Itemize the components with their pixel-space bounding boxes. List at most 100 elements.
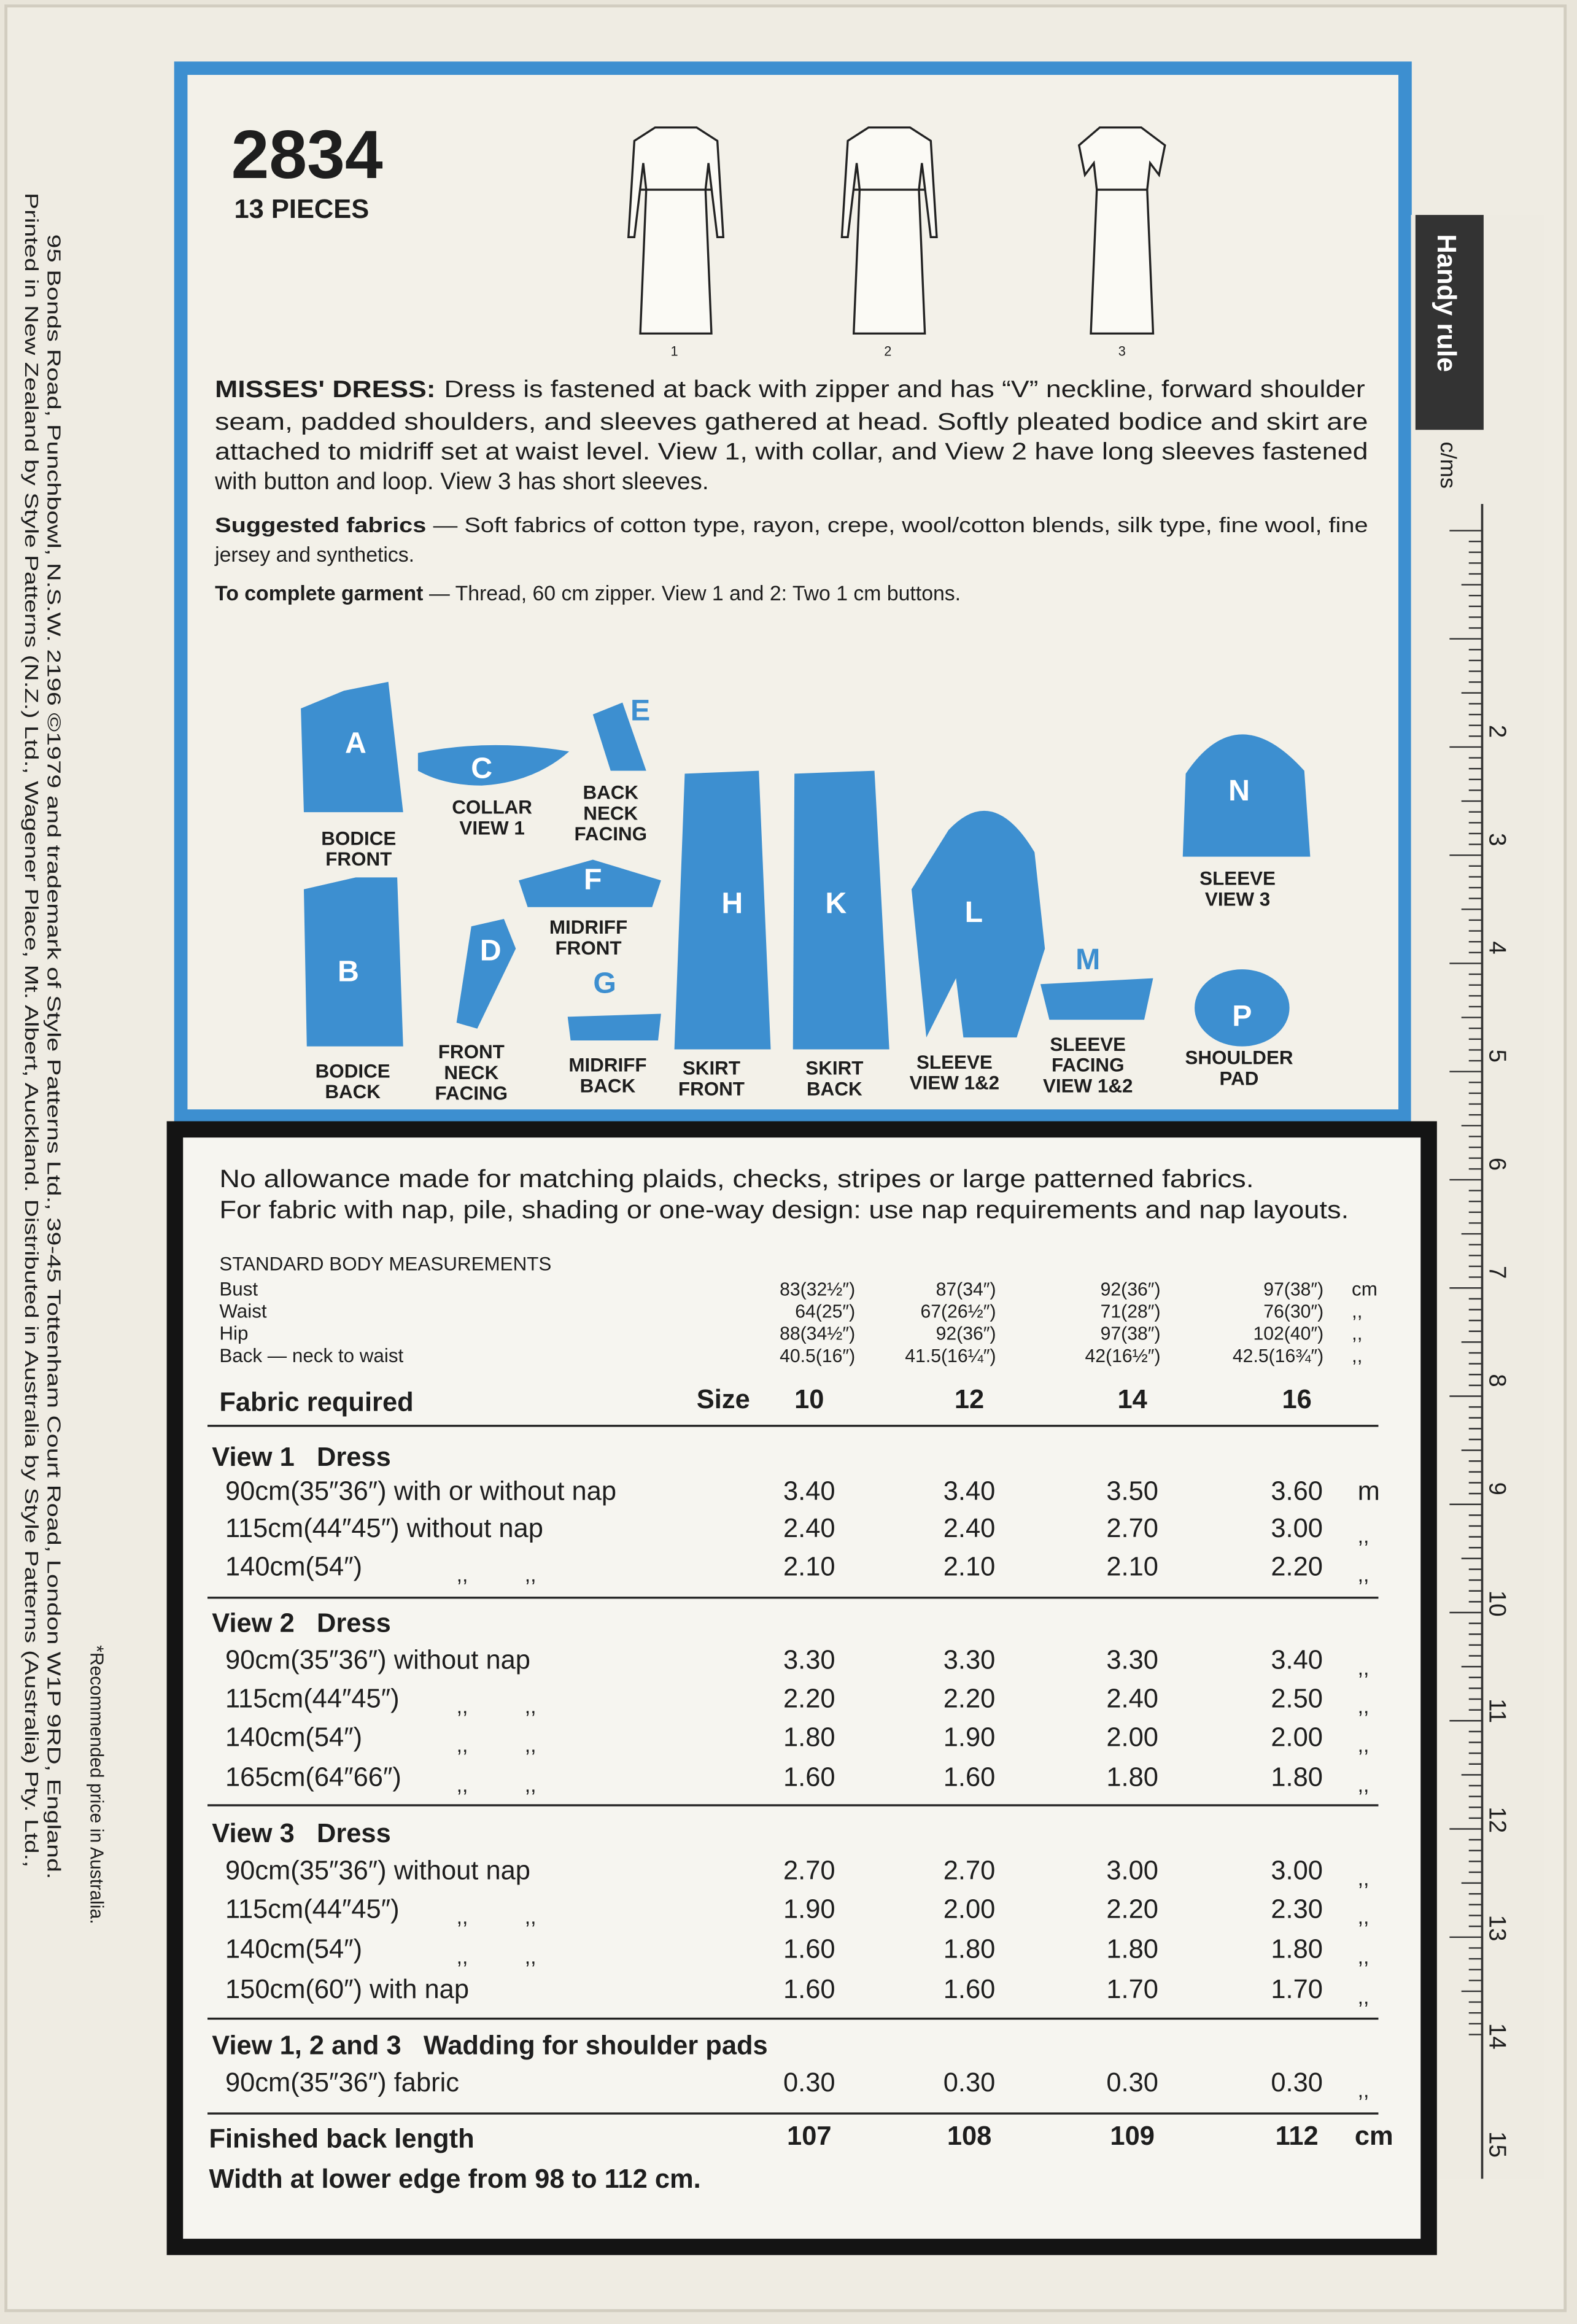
yardage: 2.40: [1106, 1684, 1158, 1714]
fabric-width: 165cm(64″66″): [225, 1762, 401, 1792]
piece-letter: H: [721, 886, 743, 920]
yardage: 0.30: [1271, 2068, 1323, 2097]
yardage: 2.40: [783, 1514, 835, 1543]
section-title: View 2 Dress: [212, 1608, 390, 1638]
notions-text: — Thread, 60 cm zipper. View 1 and 2: Tw…: [429, 582, 961, 605]
pattern-piece: [592, 702, 646, 771]
yardage: 2.10: [943, 1552, 996, 1582]
piece-label: VIEW 1: [459, 817, 524, 839]
piece-letter: A: [345, 727, 366, 760]
yardage: 1.70: [1271, 1975, 1323, 2004]
yardage: 2.10: [783, 1552, 835, 1582]
fabric-width: 90cm(35″36″) without nap: [225, 1646, 530, 1675]
yardage: 3.00: [1106, 1856, 1158, 1886]
fabric-width: 90cm(35″36″) without nap: [225, 1856, 530, 1886]
yardage: 1.90: [943, 1722, 996, 1752]
fabric-width: 90cm(35″36″) with or without nap: [225, 1477, 616, 1506]
piece-letter: K: [825, 886, 847, 920]
pattern-piece: [456, 919, 516, 1029]
size: 16: [1282, 1385, 1311, 1414]
note: For fabric with nap, pile, shading or on…: [219, 1196, 1349, 1224]
fabrics-line: Suggested fabrics — Soft fabrics of cotto…: [215, 514, 1368, 537]
description-line: attached to midriff set at waist level. …: [215, 439, 1368, 465]
unit: ,,: [1358, 1985, 1370, 2008]
measurements-title: STANDARD BODY MEASUREMENTS: [219, 1253, 551, 1274]
unit: ,,: [1358, 1656, 1370, 1679]
unit: ,,: [1358, 1525, 1370, 1548]
piece-letter: L: [965, 896, 983, 929]
yardage: 2.40: [943, 1514, 996, 1543]
measurement-value: 88(34½″): [780, 1324, 855, 1344]
measurement-label: Bust: [219, 1278, 258, 1300]
yardage: 2.00: [943, 1894, 996, 1924]
notions-line: To complete garment — Thread, 60 cm zippe…: [215, 582, 961, 605]
yardage: 2.50: [1271, 1684, 1323, 1714]
unit: ,,: [1358, 1905, 1370, 1929]
rule-number: 11: [1484, 1698, 1511, 1723]
ditto-mark: ,,: [457, 1773, 468, 1797]
section-title: View 3 Dress: [212, 1819, 390, 1848]
fabrics-heading: Suggested fabrics: [215, 514, 426, 537]
measurement-label: Hip: [219, 1323, 248, 1344]
measurement-unit: ,,: [1352, 1323, 1362, 1344]
piece-label: VIEW 3: [1205, 888, 1270, 910]
pattern-piece: [519, 859, 661, 907]
finished-value: 112: [1276, 2121, 1319, 2151]
piece-label: VIEW 1&2: [1043, 1075, 1133, 1097]
measurement-value: 92(36″): [936, 1324, 996, 1344]
yardage: 1.80: [1271, 1935, 1323, 1964]
rule-number: 14: [1484, 2023, 1511, 2050]
rule-number: 3: [1484, 833, 1511, 846]
piece-label: BACK: [325, 1081, 381, 1102]
yardage: 1.80: [1106, 1935, 1158, 1964]
view-number: 2: [884, 344, 891, 359]
ditto-mark: ,,: [457, 1945, 468, 1969]
ditto-mark: ,,: [525, 1905, 537, 1929]
yardage: 2.10: [1106, 1552, 1158, 1582]
piece-label: MIDRIFF: [568, 1055, 646, 1076]
yardage: 1.60: [783, 1935, 835, 1964]
yardage: 1.60: [783, 1762, 835, 1792]
piece-label: SHOULDER: [1185, 1047, 1293, 1069]
finished-value: 108: [947, 2121, 991, 2151]
handy-rule-title: Handy rule: [1432, 234, 1461, 373]
yardage: 3.40: [783, 1477, 835, 1506]
pattern-piece: [303, 877, 403, 1047]
yardage: 2.30: [1271, 1894, 1323, 1924]
ditto-mark: ,,: [457, 1905, 468, 1929]
fabrics-text: — Soft fabrics of cotton type, rayon, cr…: [433, 514, 1368, 537]
piece-label: FACING: [574, 823, 647, 845]
yardage: 3.00: [1271, 1856, 1323, 1886]
piece-label: BACK: [807, 1078, 862, 1099]
pattern-piece: [792, 770, 889, 1050]
side-text: *Recommended price in Australia.: [86, 1645, 106, 1924]
unit: ,,: [1358, 2079, 1370, 2102]
pattern-piece: [417, 745, 570, 786]
piece-letter: E: [630, 694, 650, 727]
rule-number: 10: [1484, 1590, 1511, 1617]
yardage: 3.30: [943, 1646, 996, 1675]
pattern-piece: [1182, 734, 1311, 857]
fabric-width: 140cm(54″): [225, 1722, 362, 1752]
yardage: 2.00: [1106, 1722, 1158, 1752]
finished-unit: cm: [1355, 2121, 1393, 2151]
measurement-label: Waist: [219, 1301, 267, 1322]
rule-number: 15: [1484, 2131, 1511, 2158]
yardage: 3.50: [1106, 1477, 1158, 1506]
notions-heading: To complete garment: [215, 582, 423, 605]
description-text: Dress is fastened at back with zipper an…: [444, 376, 1365, 403]
yardage: 1.80: [1106, 1762, 1158, 1792]
description-heading: MISSES' DRESS:: [215, 376, 436, 403]
yardage: 1.90: [783, 1894, 835, 1924]
pieces-count: 13 PIECES: [234, 195, 369, 224]
measurement-value: 42(16½″): [1085, 1346, 1160, 1366]
unit: ,,: [1358, 1563, 1370, 1586]
yardage: 2.00: [1271, 1722, 1323, 1752]
view-number: 1: [671, 344, 678, 359]
piece-label: BODICE: [316, 1060, 390, 1082]
unit: ,,: [1358, 1733, 1370, 1757]
piece-label: SLEEVE: [916, 1052, 993, 1073]
dress-sketch-3: [1077, 126, 1166, 335]
yardage: 2.70: [783, 1856, 835, 1886]
yardage: 0.30: [783, 2068, 835, 2097]
